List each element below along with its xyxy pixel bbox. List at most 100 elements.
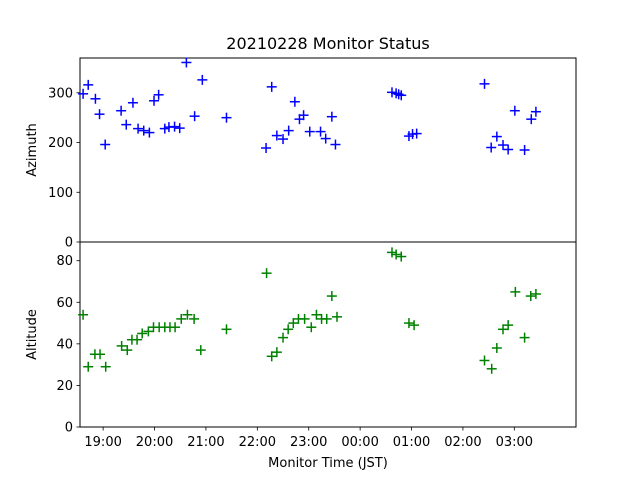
data-point (176, 313, 187, 324)
y-tick-label: 20 (56, 379, 73, 394)
data-point (159, 123, 170, 134)
data-point (78, 309, 89, 320)
y-axis-label: Azimuth (25, 123, 40, 177)
y-tick-label: 0 (65, 236, 73, 251)
data-point (83, 79, 94, 90)
x-tick-label: 03:00 (496, 435, 533, 450)
data-point (289, 96, 300, 107)
y-tick-label: 60 (56, 296, 73, 311)
x-tick-label: 22:00 (239, 435, 276, 450)
data-point (393, 89, 404, 100)
x-tick-label: 02:00 (444, 435, 481, 450)
data-point (486, 363, 497, 374)
axes-frame (79, 241, 577, 428)
y-tick-label: 300 (48, 86, 73, 101)
data-point (122, 345, 133, 356)
data-point (197, 74, 208, 85)
data-point (127, 97, 138, 108)
x-tick-label: 19:00 (84, 435, 121, 450)
data-point (326, 291, 337, 302)
data-point (133, 123, 144, 134)
data-point (83, 361, 94, 372)
data-point (182, 309, 193, 320)
data-point (519, 145, 530, 155)
data-point (189, 111, 200, 122)
data-point (479, 78, 490, 89)
data-point (391, 88, 402, 99)
data-point (271, 130, 282, 141)
data-point (143, 326, 154, 337)
data-point (116, 340, 127, 351)
data-point (491, 343, 502, 354)
data-point (153, 89, 164, 100)
data-point (498, 140, 509, 151)
x-tick-label: 23:00 (290, 435, 327, 450)
data-point (132, 334, 143, 345)
data-point (195, 345, 206, 356)
data-point (100, 139, 111, 150)
data-point (266, 351, 277, 362)
data-point (169, 121, 180, 132)
data-point (409, 320, 420, 331)
data-point (530, 106, 541, 117)
data-point (174, 123, 185, 134)
data-point (299, 313, 310, 324)
data-point (283, 324, 294, 335)
data-point (189, 313, 200, 324)
data-point (170, 322, 181, 333)
data-point (149, 95, 160, 106)
x-tick-label: 21:00 (187, 435, 224, 450)
data-point (503, 144, 514, 155)
data-point (391, 249, 402, 260)
data-point (530, 288, 541, 299)
data-point (386, 87, 397, 98)
y-tick-label: 100 (48, 186, 73, 201)
y-axis-label: Altitude (25, 309, 40, 360)
data-point (526, 114, 537, 125)
data-point (386, 247, 397, 258)
data-point (330, 139, 341, 150)
data-point (278, 332, 289, 343)
data-point (288, 318, 299, 329)
data-point (78, 88, 89, 99)
data-point (509, 105, 520, 116)
data-point (261, 143, 272, 154)
data-point (298, 110, 309, 121)
data-point (525, 291, 536, 302)
data-point (403, 318, 414, 329)
data-point (311, 309, 322, 320)
data-point (331, 311, 342, 322)
data-point (396, 90, 407, 101)
data-point (94, 109, 105, 120)
x-tick-label: 20:00 (136, 435, 173, 450)
data-point (266, 81, 277, 92)
data-point (510, 286, 521, 297)
data-point (306, 322, 317, 333)
data-point (278, 134, 289, 145)
data-point (315, 126, 326, 137)
data-point (221, 112, 232, 123)
x-tick-label: 00:00 (341, 435, 378, 450)
chart-title: 20210228 Monitor Status (226, 34, 429, 53)
x-axis-label: Monitor Time (JST) (268, 456, 388, 471)
data-point (137, 328, 148, 339)
data-point (100, 361, 111, 372)
data-point (479, 355, 490, 366)
data-point (271, 347, 282, 358)
data-point (396, 251, 407, 262)
data-point (498, 324, 509, 335)
data-point (221, 324, 232, 335)
data-point (304, 126, 315, 137)
data-point (261, 268, 272, 279)
data-point (321, 313, 332, 324)
data-point (283, 125, 294, 136)
data-point (116, 105, 127, 116)
y-tick-label: 200 (48, 136, 73, 151)
altitude-panel: 0 20 40 60 80 Altitude 19:00 20:00 21:00 22:00 23:… (25, 241, 577, 471)
y-tick-label: 0 (65, 421, 73, 436)
data-point (486, 142, 497, 153)
y-tick-label: 80 (56, 254, 73, 269)
data-point (121, 119, 132, 130)
